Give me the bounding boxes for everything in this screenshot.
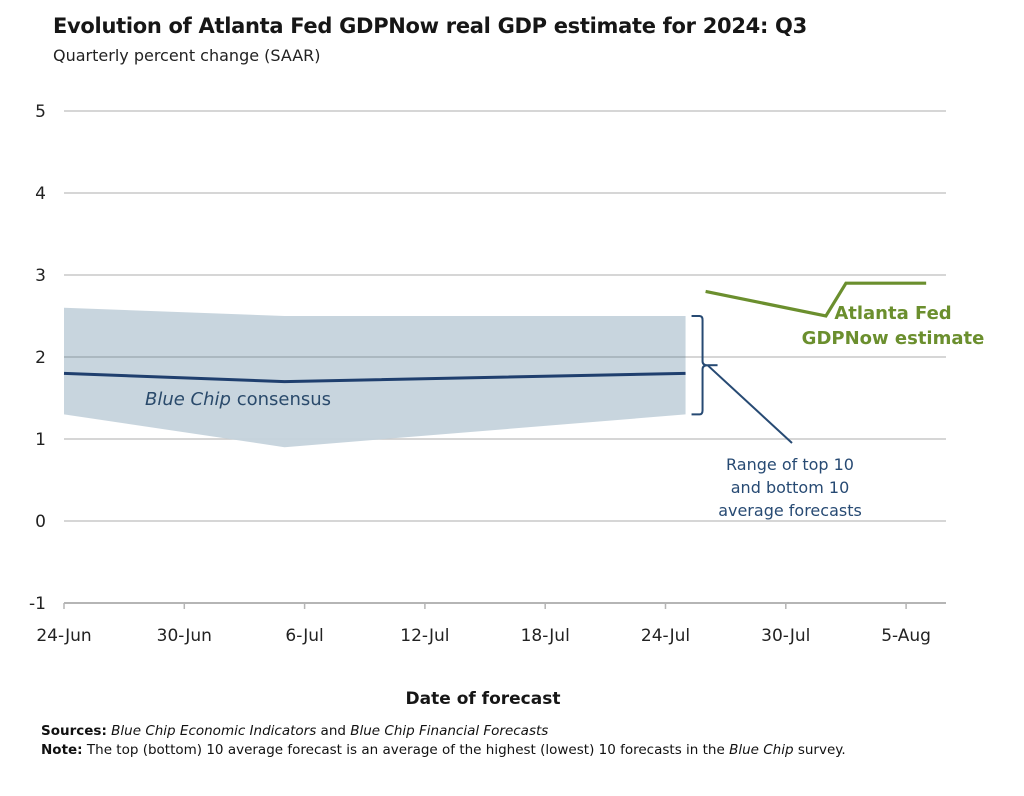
- range-bracket: [691, 315, 708, 416]
- y-tick-label: 2: [35, 348, 46, 368]
- note-line: Note: The top (bottom) 10 average foreca…: [41, 741, 881, 760]
- consensus-annotation: Blue Chip consensus: [145, 389, 331, 410]
- gdpnow-annotation-line-1: Atlanta Fed: [834, 303, 951, 324]
- sources-and: and: [316, 723, 351, 739]
- y-tick-label: 3: [35, 266, 46, 286]
- x-axis-label: Date of forecast: [405, 689, 561, 709]
- x-tick-label: 30-Jul: [761, 626, 810, 646]
- x-axis: [63, 602, 946, 609]
- note-label: Note:: [41, 742, 83, 758]
- range-leader-line: [706, 364, 793, 444]
- y-tick-label: 4: [35, 184, 46, 204]
- y-axis-ticks: 5 4 3 2 1 0 -1: [29, 102, 46, 614]
- chart-footnotes: Sources: Blue Chip Economic Indicators a…: [41, 722, 881, 760]
- y-tick-label: 5: [35, 102, 46, 122]
- consensus-annotation-rest: consensus: [231, 389, 331, 410]
- x-axis-ticks: 24-Jun 30-Jun 6-Jul 12-Jul 18-Jul 24-Jul 30-Ju…: [36, 626, 931, 646]
- y-tick-label: 1: [35, 430, 46, 450]
- grid-lines: [64, 110, 946, 522]
- x-tick-label: 24-Jun: [36, 626, 91, 646]
- x-tick-label: 6-Jul: [285, 626, 323, 646]
- note-text: The top (bottom) 10 average forecast is …: [82, 742, 730, 758]
- note-italic: Blue Chip: [729, 742, 794, 758]
- range-annotation-line-2: and bottom 10: [731, 478, 850, 497]
- annotations: Blue Chip consensus Range of top 10 and …: [145, 303, 984, 520]
- x-tick-label: 24-Jul: [641, 626, 690, 646]
- gdpnow-estimate-line: [705, 281, 927, 318]
- source-2: Blue Chip Financial Forecasts: [350, 723, 549, 739]
- sources-line: Sources: Blue Chip Economic Indicators a…: [41, 722, 881, 741]
- y-tick-label: -1: [29, 594, 46, 614]
- chart-subtitle: Quarterly percent change (SAAR): [53, 46, 321, 65]
- blue-chip-consensus-line: [63, 371, 686, 384]
- x-tick-label: 30-Jun: [157, 626, 212, 646]
- note-end: survey.: [793, 742, 846, 758]
- sources-label: Sources:: [41, 723, 107, 739]
- forecast-range-band: [64, 307, 686, 448]
- forecast-range-band-group: [64, 307, 686, 448]
- gdpnow-annotation-line-2: GDPNow estimate: [802, 328, 985, 349]
- chart-title: Evolution of Atlanta Fed GDPNow real GDP…: [53, 14, 807, 38]
- series-lines: [63, 281, 927, 384]
- range-annotation-line-1: Range of top 10: [726, 455, 854, 474]
- source-1: Blue Chip Economic Indicators: [111, 723, 317, 739]
- x-tick-label: 18-Jul: [521, 626, 570, 646]
- x-tick-label: 12-Jul: [400, 626, 449, 646]
- y-tick-label: 0: [35, 512, 46, 532]
- consensus-annotation-italic: Blue Chip: [145, 389, 231, 410]
- x-tick-label: 5-Aug: [881, 626, 931, 646]
- range-annotation-line-3: average forecasts: [718, 501, 862, 520]
